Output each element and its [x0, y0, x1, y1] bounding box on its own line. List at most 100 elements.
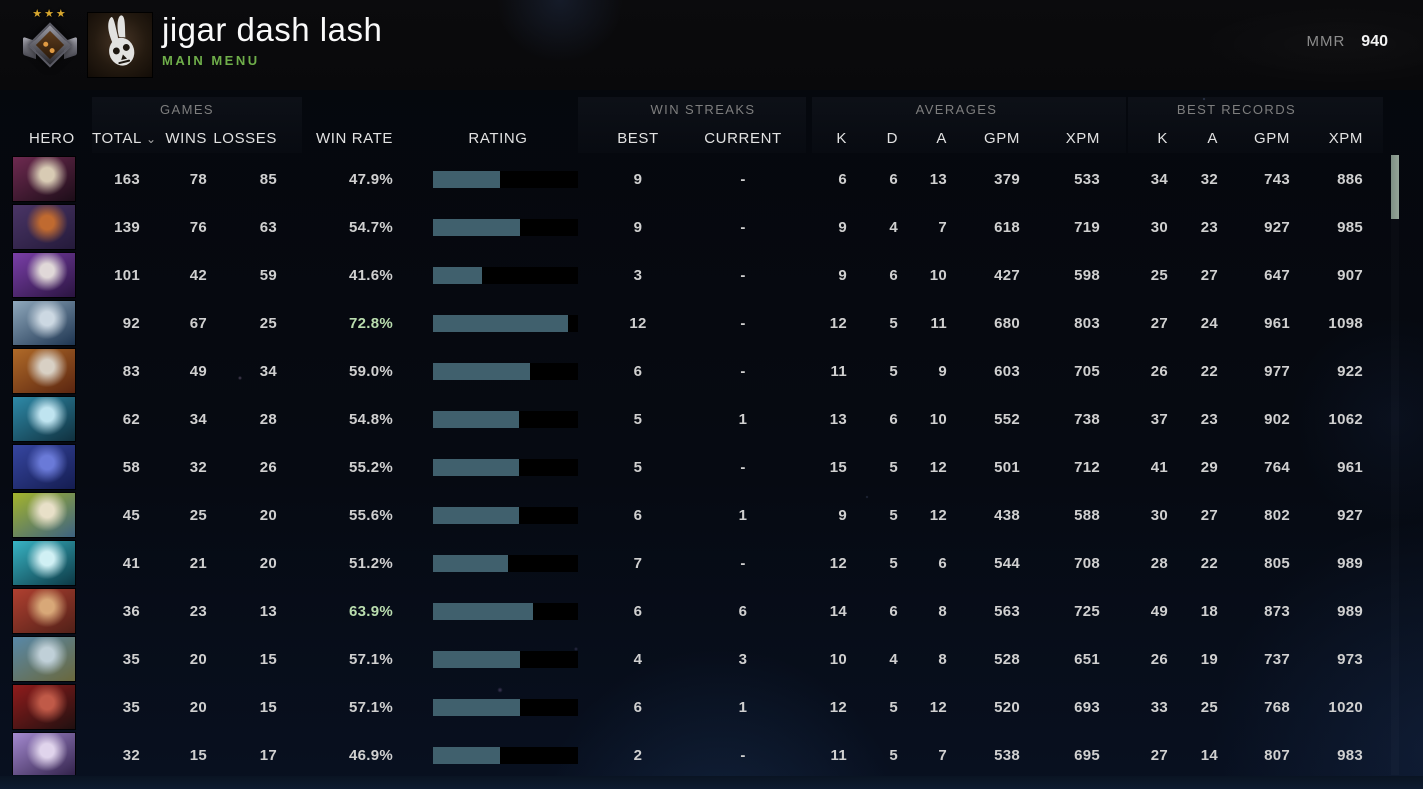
cell-avg-deaths: 5	[889, 554, 898, 572]
cell-streak-best: 3	[633, 266, 643, 284]
cell-avg-gpm: 501	[994, 458, 1020, 476]
cell-rec-kills: 25	[1150, 266, 1168, 284]
hero-cell	[0, 205, 92, 249]
player-avatar[interactable]	[88, 13, 152, 77]
table-row[interactable]: 45 25 20 55.6% 6 1 9 5 12 438 588 30 27 802 927	[0, 491, 1423, 539]
table-row[interactable]: 35 20 15 57.1% 6 1 12 5 12 520 693 33 25 768 1020	[0, 683, 1423, 731]
cell-avg-assists: 12	[929, 458, 947, 476]
cell-avg-xpm: 803	[1074, 314, 1100, 332]
cell-streak-current: -	[740, 266, 746, 284]
cell-rec-xpm: 1020	[1328, 698, 1363, 716]
cell-avg-kills: 13	[829, 410, 847, 428]
cell-rec-assists: 32	[1200, 170, 1218, 188]
hero-portrait[interactable]	[13, 205, 75, 249]
cell-wins: 15	[189, 746, 207, 764]
rating-cell	[398, 698, 598, 716]
cell-streak-best: 6	[633, 698, 643, 716]
cell-streak-current: -	[740, 362, 746, 380]
cell-wins: 20	[189, 698, 207, 716]
cell-avg-assists: 11	[930, 314, 947, 332]
hero-portrait[interactable]	[13, 253, 75, 297]
rating-bar	[433, 314, 578, 332]
column-header-avg-kills[interactable]: K	[836, 129, 847, 147]
hero-portrait[interactable]	[13, 493, 75, 537]
hero-cell	[0, 637, 92, 681]
table-row[interactable]: 83 49 34 59.0% 6 - 11 5 9 603 705 26 22 977 922	[0, 347, 1423, 395]
hero-cell	[0, 445, 92, 489]
cell-win-rate: 72.8%	[348, 314, 393, 332]
hero-portrait[interactable]	[13, 541, 75, 585]
cell-streak-current: 1	[738, 506, 748, 524]
hero-portrait[interactable]	[13, 397, 75, 441]
cell-losses: 13	[259, 602, 277, 620]
rating-bar-fill	[433, 602, 534, 620]
cell-rec-assists: 14	[1200, 746, 1218, 764]
hero-portrait[interactable]	[13, 157, 75, 201]
rating-cell	[398, 314, 598, 332]
hero-portrait[interactable]	[13, 349, 75, 393]
hero-portrait[interactable]	[13, 733, 75, 775]
cell-wins: 23	[189, 602, 207, 620]
cell-rec-xpm: 973	[1337, 650, 1363, 668]
rating-bar	[433, 170, 578, 188]
hero-cell	[0, 541, 92, 585]
hero-portrait[interactable]	[13, 301, 75, 345]
column-header-rec-assists[interactable]: A	[1207, 129, 1218, 147]
table-row[interactable]: 139 76 63 54.7% 9 - 9 4 7 618 719 30 23 927 985	[0, 203, 1423, 251]
table-row[interactable]: 36 23 13 63.9% 6 6 14 6 8 563 725 49 18 873 989	[0, 587, 1423, 635]
column-header-hero[interactable]: HERO	[29, 129, 75, 147]
table-row[interactable]: 35 20 15 57.1% 4 3 10 4 8 528 651 26 19 737 973	[0, 635, 1423, 683]
cell-rec-assists: 27	[1200, 506, 1218, 524]
cell-avg-assists: 6	[938, 554, 947, 572]
cell-rec-xpm: 886	[1337, 170, 1363, 188]
table-row[interactable]: 58 32 26 55.2% 5 - 15 5 12 501 712 41 29 764 961	[0, 443, 1423, 491]
cell-avg-xpm: 588	[1074, 506, 1100, 524]
cell-win-rate: 63.9%	[348, 602, 393, 620]
cell-avg-deaths: 5	[889, 506, 898, 524]
cell-rec-gpm: 873	[1264, 602, 1290, 620]
table-row[interactable]: 101 42 59 41.6% 3 - 9 6 10 427 598 25 27 647 907	[0, 251, 1423, 299]
column-header-avg-gpm[interactable]: GPM	[984, 129, 1020, 147]
mmr-label: MMR	[1306, 33, 1346, 50]
hero-portrait[interactable]	[13, 589, 75, 633]
table-header: GAMES WIN STREAKS AVERAGES BEST RECORDS …	[0, 95, 1423, 155]
cell-avg-xpm: 705	[1074, 362, 1100, 380]
scrollbar-thumb[interactable]	[1391, 155, 1399, 219]
cell-rec-xpm: 927	[1337, 506, 1363, 524]
cell-wins: 25	[189, 506, 207, 524]
column-header-avg-deaths[interactable]: D	[886, 129, 898, 147]
cell-total: 92	[122, 314, 140, 332]
table-row[interactable]: 41 21 20 51.2% 7 - 12 5 6 544 708 28 22 805 989	[0, 539, 1423, 587]
column-header-losses[interactable]: LOSSES	[213, 129, 277, 147]
cell-avg-deaths: 6	[889, 170, 898, 188]
column-header-streak-best[interactable]: BEST	[617, 129, 659, 147]
hero-portrait[interactable]	[13, 685, 75, 729]
table-row[interactable]: 92 67 25 72.8% 12 - 12 5 11 680 803 27 24 961 1098	[0, 299, 1423, 347]
column-header-total[interactable]: TOTAL ⌄	[92, 129, 157, 147]
column-header-wins[interactable]: WINS	[165, 129, 207, 147]
cell-streak-current: -	[740, 170, 746, 188]
column-header-rec-gpm[interactable]: GPM	[1254, 129, 1290, 147]
table-row[interactable]: 62 34 28 54.8% 5 1 13 6 10 552 738 37 23 902 1062	[0, 395, 1423, 443]
cell-avg-assists: 12	[929, 506, 947, 524]
rating-bar-fill	[433, 362, 531, 380]
hero-cell	[0, 733, 92, 775]
cell-avg-assists: 10	[929, 410, 947, 428]
hero-portrait[interactable]	[13, 637, 75, 681]
cell-avg-kills: 6	[838, 170, 847, 188]
table-row[interactable]: 32 15 17 46.9% 2 - 11 5 7 538 695 27 14 807 983	[0, 731, 1423, 775]
player-name: jigar dash lash	[162, 11, 383, 48]
scrollbar[interactable]	[1391, 155, 1399, 775]
cell-win-rate: 47.9%	[348, 170, 393, 188]
column-header-rec-kills[interactable]: K	[1157, 129, 1168, 147]
column-header-avg-assists[interactable]: A	[936, 129, 947, 147]
column-header-streak-current[interactable]: CURRENT	[704, 129, 782, 147]
column-header-rec-xpm[interactable]: XPM	[1328, 129, 1363, 147]
table-row[interactable]: 163 78 85 47.9% 9 - 6 6 13 379 533 34 32 743 886	[0, 155, 1423, 203]
column-header-rating[interactable]: RATING	[468, 129, 528, 147]
main-menu-link[interactable]: MAIN MENU	[162, 53, 260, 68]
cell-avg-deaths: 4	[889, 218, 898, 236]
hero-portrait[interactable]	[13, 445, 75, 489]
column-header-avg-xpm[interactable]: XPM	[1065, 129, 1100, 147]
column-header-win-rate[interactable]: WIN RATE	[315, 129, 393, 147]
